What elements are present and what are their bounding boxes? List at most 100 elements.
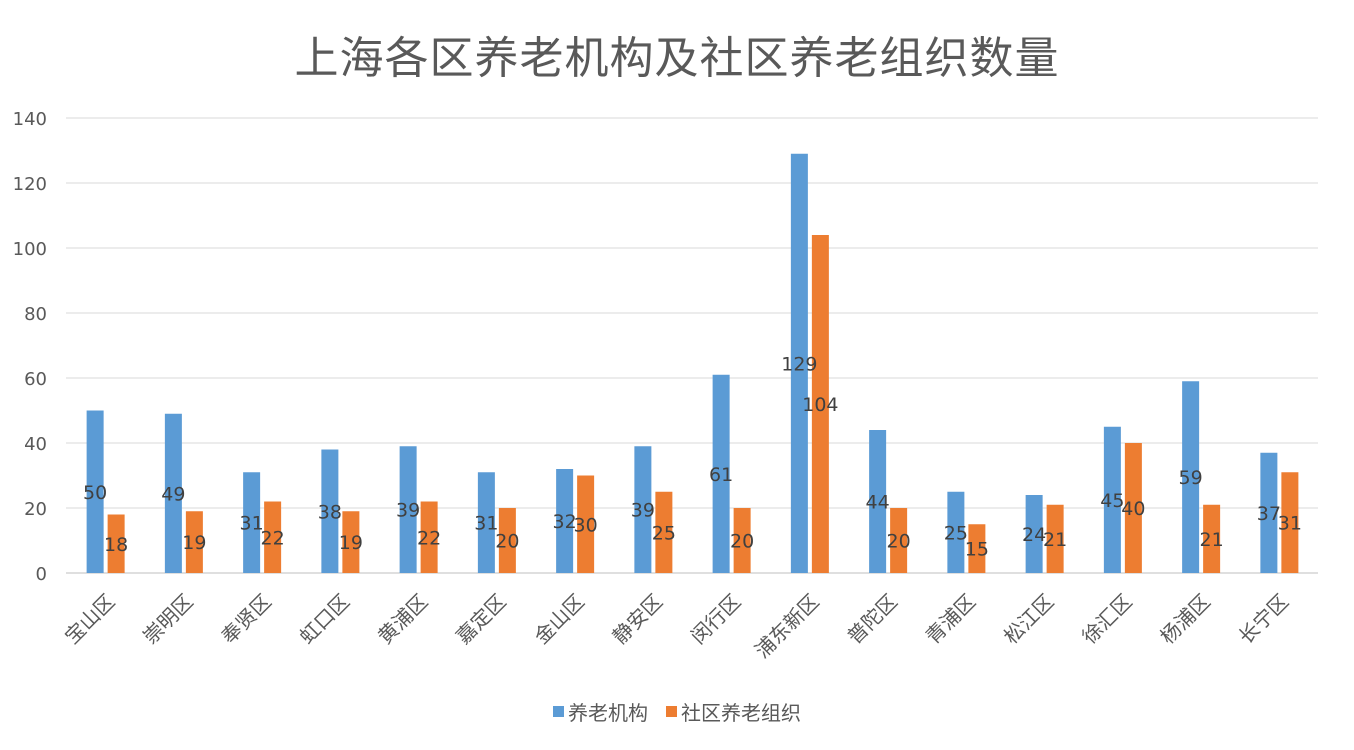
legend-item-series-1: 养老机构 xyxy=(553,697,648,726)
bar-institutions-11 xyxy=(947,491,965,573)
x-category-label: 杨浦区 xyxy=(1155,589,1214,648)
bar-institutions-9 xyxy=(790,153,808,573)
bar-community-5 xyxy=(498,508,516,573)
data-label: 22 xyxy=(417,527,441,549)
data-label: 39 xyxy=(631,500,655,522)
x-axis-categories: 宝山区 崇明区 奉贤区 虹口区 黄浦区 嘉定区 金山区 静安区 闵行区 浦东新区 普陀区 青浦区 松江区… xyxy=(60,589,1293,663)
bar-community-7 xyxy=(655,491,673,573)
x-category-label: 长宁区 xyxy=(1234,589,1293,648)
x-category-label: 徐汇区 xyxy=(1077,589,1136,648)
legend-swatch xyxy=(553,706,564,717)
data-label: 32 xyxy=(553,511,577,533)
bar-institutions-12 xyxy=(1025,495,1043,573)
data-label: 24 xyxy=(1022,524,1046,546)
x-category-label: 浦东新区 xyxy=(750,589,824,663)
bar-institutions-6 xyxy=(556,469,574,573)
data-label: 59 xyxy=(1179,467,1203,489)
bar-institutions-4 xyxy=(399,446,417,573)
x-category-label: 金山区 xyxy=(529,589,588,648)
legend-label: 养老机构 xyxy=(568,701,648,725)
legend-item-series-2: 社区养老组织 xyxy=(666,697,801,726)
data-label: 31 xyxy=(240,513,264,535)
bar-community-12 xyxy=(1046,504,1064,573)
bar-community-13 xyxy=(1124,443,1142,573)
bar-community-9 xyxy=(811,235,829,573)
data-label: 15 xyxy=(965,539,989,561)
y-tick-label: 120 xyxy=(13,174,47,195)
data-label: 20 xyxy=(730,531,754,553)
bars xyxy=(86,153,1299,573)
x-category-label: 嘉定区 xyxy=(451,589,510,648)
bar-community-3 xyxy=(342,511,360,573)
bar-community-15 xyxy=(1281,472,1299,573)
chart-title: 上海各区养老机构及社区养老组织数量 xyxy=(294,33,1060,84)
data-label: 19 xyxy=(182,532,206,554)
data-label: 61 xyxy=(709,464,733,486)
data-label: 129 xyxy=(781,353,817,375)
bar-institutions-15 xyxy=(1260,452,1278,573)
bar-institutions-1 xyxy=(164,413,182,573)
data-label: 38 xyxy=(318,501,342,523)
y-tick-label: 80 xyxy=(24,304,47,325)
data-label: 21 xyxy=(1043,529,1067,551)
bar-community-11 xyxy=(968,524,986,573)
data-label: 18 xyxy=(104,534,128,556)
bar-institutions-0 xyxy=(86,410,104,573)
y-axis-ticks: 0 20 40 60 80 100 120 140 xyxy=(13,109,47,585)
data-label: 25 xyxy=(652,522,676,544)
data-label: 31 xyxy=(474,513,498,535)
x-category-label: 青浦区 xyxy=(921,589,980,648)
bar-institutions-7 xyxy=(634,446,652,573)
data-label: 37 xyxy=(1257,503,1281,525)
y-tick-label: 20 xyxy=(24,499,47,520)
data-label: 21 xyxy=(1200,529,1224,551)
y-tick-label: 140 xyxy=(13,109,47,130)
bar-institutions-14 xyxy=(1182,381,1200,573)
x-category-label: 宝山区 xyxy=(60,589,119,648)
data-label: 31 xyxy=(1278,513,1302,535)
legend-swatch xyxy=(666,706,677,717)
bar-institutions-2 xyxy=(243,472,261,573)
x-category-label: 虹口区 xyxy=(295,589,354,648)
data-label: 40 xyxy=(1121,498,1145,520)
bar-institutions-8 xyxy=(712,374,730,573)
data-labels: 5018491931223819392231203230392561201291… xyxy=(83,353,1302,560)
y-tick-label: 40 xyxy=(24,434,47,455)
bar-community-4 xyxy=(420,501,438,573)
data-label: 25 xyxy=(944,522,968,544)
legend-label: 社区养老组织 xyxy=(681,701,801,725)
data-label: 50 xyxy=(83,482,107,504)
y-tick-label: 0 xyxy=(36,564,47,585)
bar-institutions-5 xyxy=(477,472,495,573)
bar-community-0 xyxy=(107,514,125,573)
x-category-label: 奉贤区 xyxy=(216,589,275,648)
x-category-label: 静安区 xyxy=(608,589,667,648)
legend: 养老机构 社区养老组织 xyxy=(0,697,1354,726)
x-category-label: 普陀区 xyxy=(842,589,901,648)
bar-community-1 xyxy=(185,511,203,573)
data-label: 104 xyxy=(802,394,838,416)
data-label: 49 xyxy=(161,483,185,505)
data-label: 45 xyxy=(1100,490,1124,512)
data-label: 19 xyxy=(339,532,363,554)
y-tick-label: 60 xyxy=(24,369,47,390)
data-label: 22 xyxy=(261,527,285,549)
x-category-label: 黄浦区 xyxy=(373,589,432,648)
bar-community-6 xyxy=(577,475,595,573)
bar-institutions-3 xyxy=(321,449,339,573)
bar-community-8 xyxy=(733,508,751,573)
data-label: 44 xyxy=(866,492,890,514)
bar-institutions-10 xyxy=(869,430,887,573)
bar-institutions-13 xyxy=(1103,426,1121,573)
x-category-label: 崇明区 xyxy=(138,589,197,648)
data-label: 39 xyxy=(396,500,420,522)
bar-community-2 xyxy=(264,501,282,573)
x-category-label: 闵行区 xyxy=(686,589,745,648)
bar-community-10 xyxy=(890,508,908,573)
data-label: 30 xyxy=(574,514,598,536)
x-category-label: 松江区 xyxy=(999,589,1058,648)
bar-community-14 xyxy=(1203,504,1221,573)
data-label: 20 xyxy=(495,531,519,553)
y-tick-label: 100 xyxy=(13,239,47,260)
